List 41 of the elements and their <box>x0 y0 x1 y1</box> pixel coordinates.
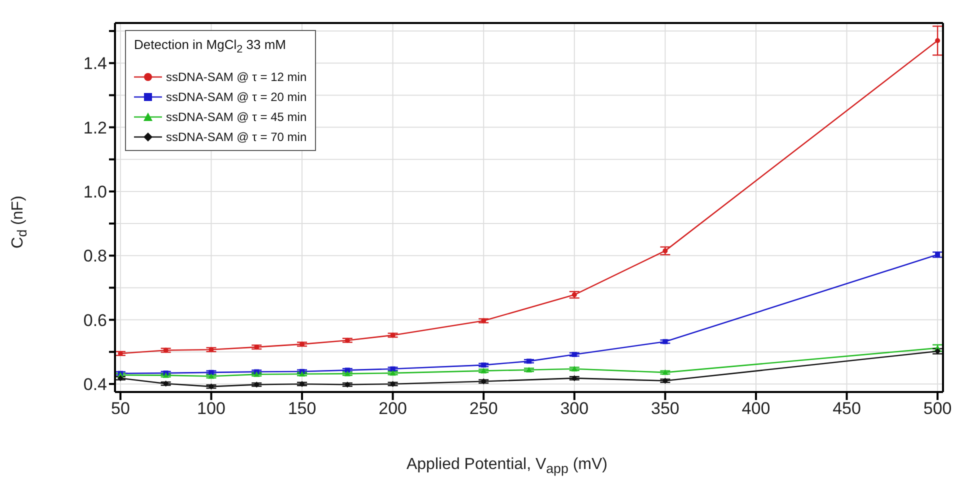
point <box>208 384 214 390</box>
y-tick-label: 0.8 <box>83 246 107 266</box>
point <box>662 369 668 375</box>
y-tick-label: 0.6 <box>83 310 107 330</box>
point <box>390 370 396 376</box>
legend-label: ssDNA-SAM @ τ = 70 min <box>166 130 307 144</box>
y-tick-label: 0.4 <box>83 375 107 394</box>
x-tick-label: 450 <box>832 399 861 418</box>
point <box>344 370 350 376</box>
point <box>571 366 578 372</box>
x-axis-title: Applied Potential, V$_{app}$ (mV) <box>405 456 608 476</box>
x-tick-label: 500 <box>923 399 952 418</box>
legend-label: ssDNA-SAM @ τ = 12 min <box>166 70 307 84</box>
point <box>480 378 487 384</box>
legend-label: ssDNA-SAM @ τ = 20 min <box>166 90 307 104</box>
point <box>390 380 396 387</box>
point <box>117 375 124 382</box>
x-tick-label: 300 <box>560 399 589 418</box>
y-tick-label: 1.4 <box>83 54 107 74</box>
point <box>208 373 214 379</box>
point <box>344 382 350 388</box>
point <box>254 371 260 377</box>
y-tick-label: 1.2 <box>83 118 107 138</box>
x-tick-label: 250 <box>469 399 498 418</box>
point <box>935 38 940 44</box>
x-tick-label: 400 <box>742 399 770 418</box>
x-tick-label: 150 <box>288 399 316 418</box>
point <box>480 368 487 374</box>
x-tick-label: 100 <box>197 399 226 418</box>
y-tick-label: 1.0 <box>83 182 107 202</box>
point <box>162 380 169 387</box>
legend-label: ssDNA-SAM @ τ = 45 min <box>166 110 307 124</box>
point <box>571 375 578 382</box>
x-tick-label: 200 <box>378 399 408 418</box>
legend-title: Detection in MgCl$_{2}$ 33 mM <box>134 37 287 56</box>
point <box>254 382 260 388</box>
x-tick-label: 350 <box>650 399 680 418</box>
point <box>934 348 941 354</box>
x-tick-label: 50 <box>110 399 130 418</box>
point <box>662 378 668 384</box>
point <box>299 371 306 377</box>
